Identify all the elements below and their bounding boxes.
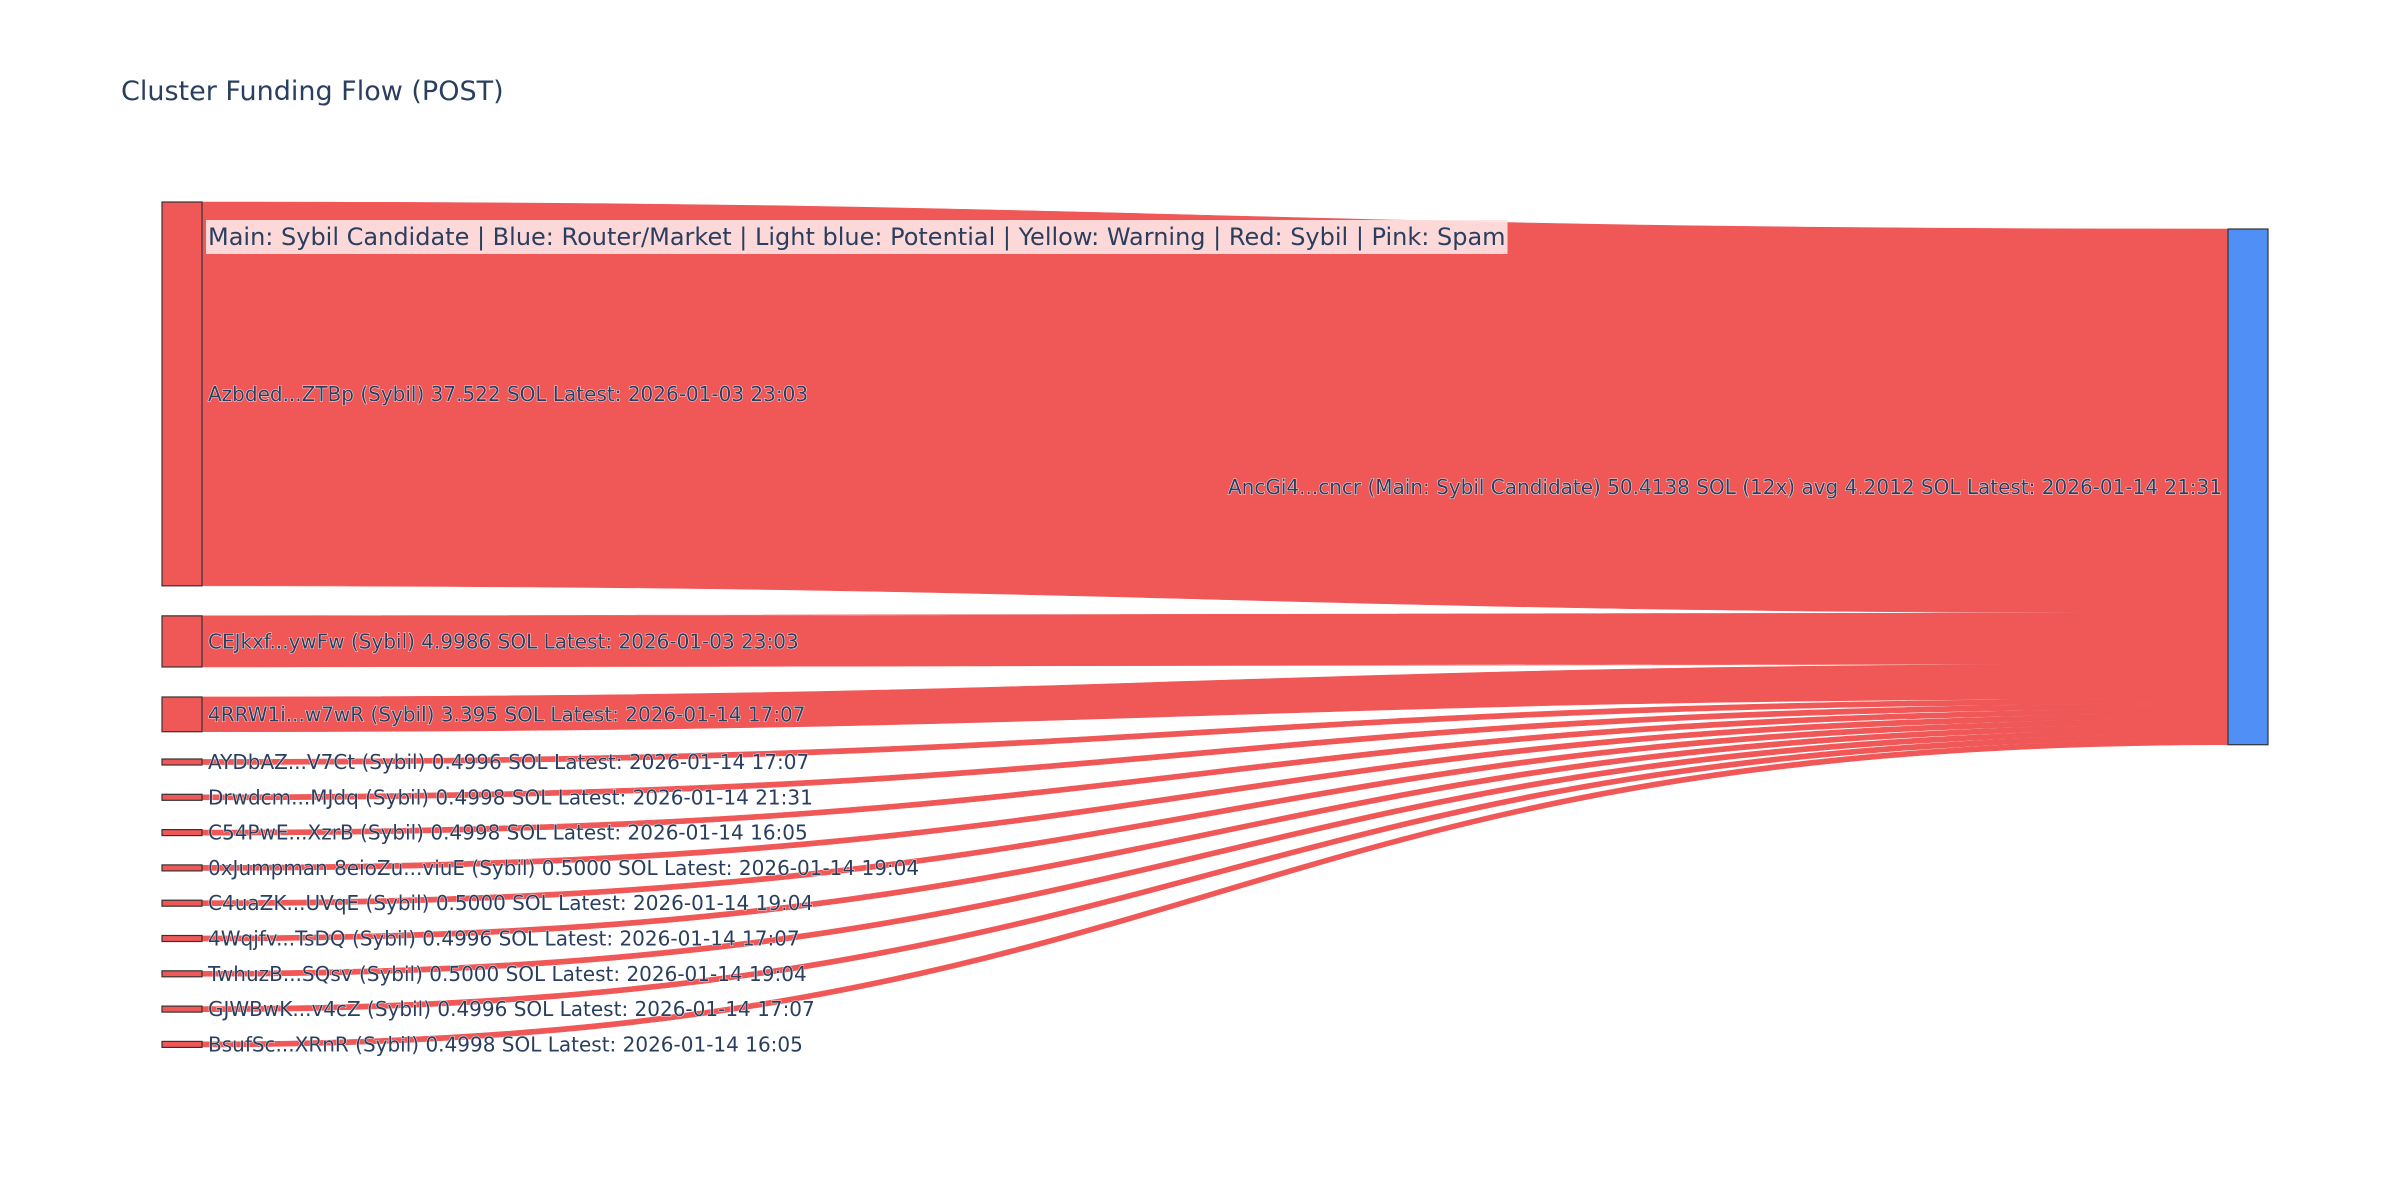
source-node-label: CEJkxf...ywFw (Sybil) 4.9986 SOL Latest:… bbox=[208, 629, 799, 653]
source-node[interactable] bbox=[161, 696, 203, 733]
flow-link bbox=[201, 201, 2229, 614]
source-node[interactable] bbox=[161, 864, 203, 872]
source-node[interactable] bbox=[161, 1040, 203, 1049]
node-labels: Azbded...ZTBp (Sybil) 37.522 SOL Latest:… bbox=[207, 381, 2223, 1056]
source-node-label: 0xJumpman 8eioZu...viuE (Sybil) 0.5000 S… bbox=[208, 856, 919, 880]
legend-background bbox=[206, 220, 1508, 254]
target-node-label: AncGi4...cncr (Main: Sybil Candidate) 50… bbox=[1228, 475, 2222, 499]
source-node-label: C4uaZK...UVqE (Sybil) 0.5000 SOL Latest:… bbox=[208, 891, 813, 915]
source-node[interactable] bbox=[161, 970, 203, 978]
source-node[interactable] bbox=[161, 1005, 203, 1013]
source-node[interactable] bbox=[161, 758, 203, 766]
source-node[interactable] bbox=[161, 934, 203, 943]
source-node-label: 4Wqjfv...TsDQ (Sybil) 0.4996 SOL Latest:… bbox=[208, 927, 800, 951]
source-node-label: C54PwE...XzrB (Sybil) 0.4998 SOL Latest:… bbox=[208, 821, 808, 845]
source-node-label: TwhuzB...SQsv (Sybil) 0.5000 SOL Latest:… bbox=[207, 962, 807, 986]
target-node[interactable] bbox=[2227, 228, 2269, 746]
legend: Main: Sybil Candidate | Blue: Router/Mar… bbox=[206, 220, 1508, 254]
source-node[interactable] bbox=[161, 828, 203, 837]
legend-text: Main: Sybil Candidate | Blue: Router/Mar… bbox=[208, 223, 1506, 251]
source-node[interactable] bbox=[161, 615, 203, 668]
flow-nodes bbox=[161, 201, 2269, 1049]
source-node[interactable] bbox=[161, 899, 203, 907]
chart-title: Cluster Funding Flow (POST) bbox=[121, 76, 504, 107]
flow-links bbox=[201, 201, 2229, 1048]
source-node-label: GJWBwK...v4cZ (Sybil) 0.4996 SOL Latest:… bbox=[208, 997, 815, 1021]
source-node[interactable] bbox=[161, 793, 203, 801]
source-node-label: AYDbAZ...V7Ct (Sybil) 0.4996 SOL Latest:… bbox=[208, 750, 809, 774]
source-node-label: 4RRW1i...w7wR (Sybil) 3.395 SOL Latest: … bbox=[208, 702, 806, 726]
source-node-label: Drwdcm...MJdq (Sybil) 0.4998 SOL Latest:… bbox=[208, 785, 813, 809]
source-node-label: Azbded...ZTBp (Sybil) 37.522 SOL Latest:… bbox=[208, 382, 808, 406]
source-node-label: BsufSc...XRnR (Sybil) 0.4998 SOL Latest:… bbox=[208, 1032, 803, 1056]
source-node[interactable] bbox=[161, 201, 203, 587]
